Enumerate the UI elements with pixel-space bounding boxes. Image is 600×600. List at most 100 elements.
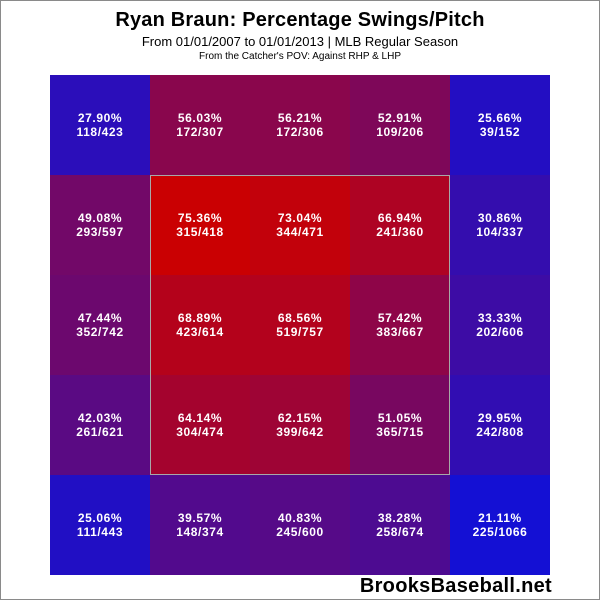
heatmap-cell-fill xyxy=(350,375,450,475)
heatmap-cell-fill xyxy=(250,375,350,475)
cell-count-label: 315/418 xyxy=(176,225,224,239)
heatmap-cell-fill xyxy=(450,475,550,575)
cell-percentage-label: 47.44% xyxy=(78,311,122,325)
cell-count-label: 172/306 xyxy=(276,125,324,139)
cell-percentage-label: 30.86% xyxy=(478,211,522,225)
cell-count-label: 39/152 xyxy=(480,125,520,139)
strike-zone-heatmap: 27.90% 118/423 56.03% 172/307 56.21% 172/306 5… xyxy=(50,75,550,575)
heatmap-cell-fill xyxy=(150,75,250,175)
cell-percentage-label: 51.05% xyxy=(378,411,422,425)
cell-percentage-label: 75.36% xyxy=(178,211,222,225)
heatmap-cell-r4-c2: 40.83%245/600 xyxy=(250,475,350,575)
cell-count-label: 111/443 xyxy=(77,525,123,539)
heatmap-cell-fill xyxy=(50,175,150,275)
heatmap-cell-fill xyxy=(50,475,150,575)
heatmap-cell-fill xyxy=(450,375,550,475)
heatmap-cell-fill xyxy=(450,275,550,375)
heatmap-cell-fill xyxy=(250,75,350,175)
cell-count-label: 242/808 xyxy=(476,425,524,439)
cell-percentage-label: 66.94% xyxy=(378,211,422,225)
cell-count-label: 365/715 xyxy=(376,425,424,439)
heatmap-cell-r2-c2: 68.56%519/757 xyxy=(250,275,350,375)
cell-percentage-label: 56.03% xyxy=(178,111,222,125)
heatmap-cell-r1-c4: 30.86%104/337 xyxy=(450,175,550,275)
cell-percentage-label: 42.03% xyxy=(78,411,122,425)
cell-percentage-label: 40.83% xyxy=(278,511,322,525)
cell-count-label: 148/374 xyxy=(176,525,224,539)
cell-count-label: 225/1066 xyxy=(473,525,528,539)
heatmap-cell-fill xyxy=(150,275,250,375)
chart-perspective-note: From the Catcher's POV: Against RHP & LH… xyxy=(199,51,401,62)
heatmap-cell-fill xyxy=(350,175,450,275)
cell-percentage-label: 27.90% xyxy=(78,111,122,125)
heatmap-cell-r4-c1: 39.57%148/374 xyxy=(150,475,250,575)
heatmap-cell-fill xyxy=(350,475,450,575)
cell-count-label: 344/471 xyxy=(276,225,324,239)
cell-count-label: 241/360 xyxy=(376,225,424,239)
cell-percentage-label: 38.28% xyxy=(378,511,422,525)
cell-count-label: 258/674 xyxy=(376,525,424,539)
heatmap-cell-r0-c3: 52.91%109/206 xyxy=(350,75,450,175)
strike-zone-outline xyxy=(150,175,450,475)
heatmap-cell-r1-c2: 73.04%344/471 xyxy=(250,175,350,275)
heatmap-cell-r0-c0: 27.90%118/423 xyxy=(50,75,150,175)
heatmap-cell-fill xyxy=(450,175,550,275)
cell-count-label: 352/742 xyxy=(76,325,124,339)
heatmap-cell-r4-c3: 38.28%258/674 xyxy=(350,475,450,575)
cell-percentage-label: 52.91% xyxy=(378,111,422,125)
heatmap-cell-r3-c1: 64.14%304/474 xyxy=(150,375,250,475)
heatmap-cell-r0-c2: 56.21%172/306 xyxy=(250,75,350,175)
heatmap-cell-fill xyxy=(250,275,350,375)
cell-percentage-label: 33.33% xyxy=(478,311,522,325)
cell-percentage-label: 49.08% xyxy=(78,211,122,225)
heatmap-cell-r4-c4: 21.11%225/1066 xyxy=(450,475,550,575)
heatmap-svg: 27.90%118/42356.03%172/30756.21%172/3065… xyxy=(50,75,550,575)
cell-percentage-label: 25.66% xyxy=(478,111,522,125)
cell-count-label: 118/423 xyxy=(77,125,124,139)
chart-subtitle: From 01/01/2007 to 01/01/2013 | MLB Regu… xyxy=(141,34,459,49)
brand-watermark: BrooksBaseball.net xyxy=(359,575,552,597)
cell-count-label: 293/597 xyxy=(76,225,124,239)
cell-percentage-label: 21.11% xyxy=(478,511,522,525)
heatmap-cell-fill xyxy=(50,375,150,475)
cell-percentage-label: 39.57% xyxy=(178,511,222,525)
heatmap-cell-fill xyxy=(150,475,250,575)
heatmap-cell-fill xyxy=(250,475,350,575)
heatmap-cell-fill xyxy=(150,375,250,475)
heatmap-cell-r2-c4: 33.33%202/606 xyxy=(450,275,550,375)
heatmap-cell-r2-c1: 68.89%423/614 xyxy=(150,275,250,375)
cell-count-label: 202/606 xyxy=(476,325,524,339)
cell-percentage-label: 62.15% xyxy=(278,411,322,425)
heatmap-cell-fill xyxy=(50,275,150,375)
heatmap-cell-r3-c0: 42.03%261/621 xyxy=(50,375,150,475)
heatmap-cell-r3-c3: 51.05%365/715 xyxy=(350,375,450,475)
heatmap-cell-r0-c1: 56.03%172/307 xyxy=(150,75,250,175)
cell-count-label: 104/337 xyxy=(476,225,524,239)
heatmap-cell-r4-c0: 25.06%111/443 xyxy=(50,475,150,575)
cell-count-label: 423/614 xyxy=(176,325,224,339)
cell-count-label: 261/621 xyxy=(76,425,124,439)
heatmap-cell-fill xyxy=(350,75,450,175)
cell-percentage-label: 56.21% xyxy=(278,111,322,125)
cell-count-label: 383/667 xyxy=(376,325,424,339)
heatmap-cell-r2-c3: 57.42%383/667 xyxy=(350,275,450,375)
chart-title: Ryan Braun: Percentage Swings/Pitch xyxy=(115,9,485,31)
heatmap-cell-r3-c2: 62.15%399/642 xyxy=(250,375,350,475)
cell-percentage-label: 68.89% xyxy=(178,311,222,325)
cell-count-label: 399/642 xyxy=(276,425,324,439)
heatmap-cell-r3-c4: 29.95%242/808 xyxy=(450,375,550,475)
heatmap-cell-fill xyxy=(350,275,450,375)
heatmap-cell-fill xyxy=(150,175,250,275)
cell-percentage-label: 29.95% xyxy=(478,411,522,425)
heatmap-cell-r1-c1: 75.36%315/418 xyxy=(150,175,250,275)
cell-count-label: 519/757 xyxy=(276,325,324,339)
cell-count-label: 245/600 xyxy=(276,525,324,539)
cell-count-label: 109/206 xyxy=(376,125,424,139)
cell-percentage-label: 57.42% xyxy=(378,311,422,325)
heatmap-cell-fill xyxy=(50,75,150,175)
cell-percentage-label: 73.04% xyxy=(278,211,322,225)
heatmap-cell-fill xyxy=(250,175,350,275)
heatmap-cell-r2-c0: 47.44%352/742 xyxy=(50,275,150,375)
cell-percentage-label: 25.06% xyxy=(78,511,122,525)
heatmap-cell-r1-c0: 49.08%293/597 xyxy=(50,175,150,275)
